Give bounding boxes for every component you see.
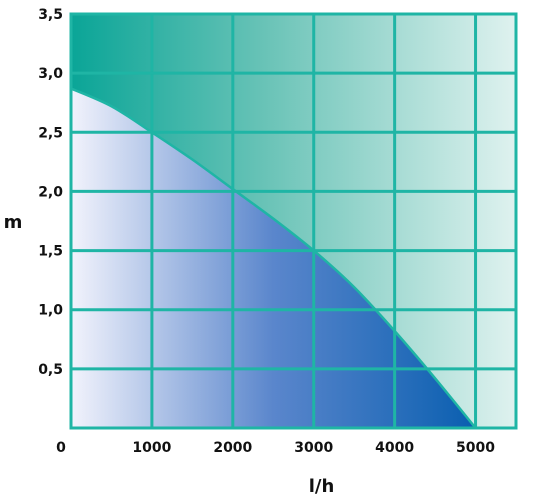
y-tick-label: 3,0 <box>38 66 63 82</box>
y-tick-label: 2,5 <box>38 125 63 141</box>
y-tick-label: 3,5 <box>38 7 63 23</box>
y-axis-tick-labels: 0,5 1,0 1,5 2,0 2,5 3,0 3,5 <box>38 7 63 378</box>
x-tick-label: 3000 <box>294 440 333 456</box>
y-tick-label: 0,5 <box>38 362 63 378</box>
y-tick-label: 1,5 <box>38 244 63 260</box>
x-tick-label: 0 <box>56 440 66 456</box>
x-tick-label: 5000 <box>456 440 495 456</box>
y-tick-label: 1,0 <box>38 303 63 319</box>
plot-area <box>69 12 518 430</box>
series-line <box>70 87 477 429</box>
plot-frame <box>69 12 518 430</box>
x-axis-tick-labels: 0 1000 2000 3000 4000 5000 <box>56 440 495 456</box>
grid <box>71 14 516 428</box>
y-tick-label: 2,0 <box>38 184 63 200</box>
x-tick-label: 4000 <box>375 440 414 456</box>
curve-area <box>71 88 476 429</box>
x-tick-label: 2000 <box>213 440 252 456</box>
y-axis-title: m <box>4 212 23 233</box>
x-axis-title: l/h <box>309 476 335 497</box>
x-tick-label: 1000 <box>132 440 171 456</box>
